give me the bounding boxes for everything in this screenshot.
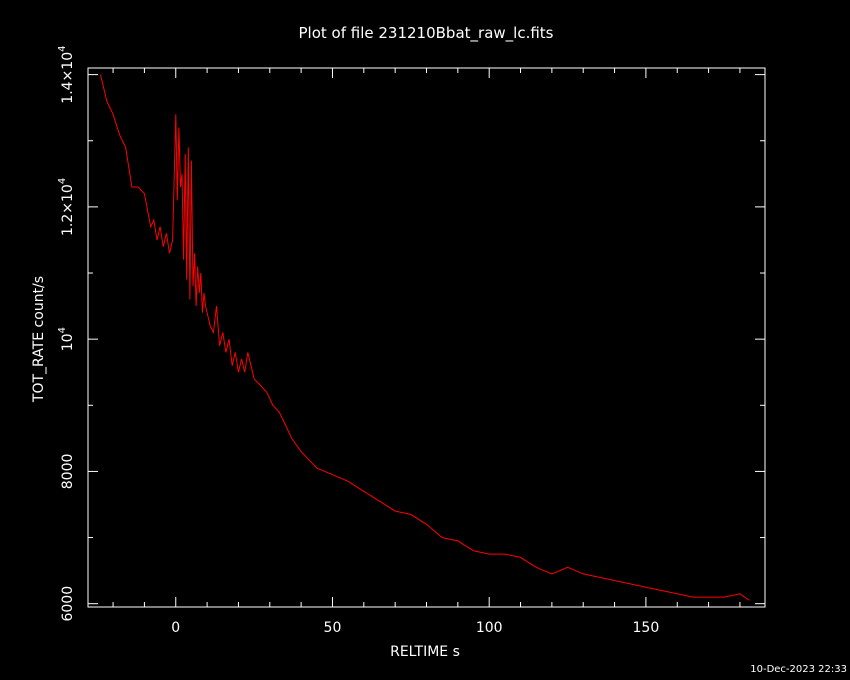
chart-title: Plot of file 231210Bbat_raw_lc.fits [299, 24, 554, 43]
y-tick-exponent: 4 [57, 46, 68, 52]
y-tick-base: 10 [60, 333, 76, 351]
y-tick-base: 1.4×10 [60, 52, 76, 104]
y-tick-label: 104 [57, 327, 76, 351]
y-tick-base: 8000 [60, 454, 76, 490]
y-tick-text: 6000 [60, 586, 76, 622]
y-tick-label: 6000 [60, 586, 76, 622]
x-tick-label: 50 [324, 620, 342, 636]
y-tick-base: 1.2×10 [60, 184, 76, 236]
x-tick-label: 100 [476, 620, 503, 636]
timestamp: 10-Dec-2023 22:33 [750, 664, 847, 675]
y-tick-text: 1.4×104 [57, 46, 76, 104]
x-tick-label: 0 [171, 620, 180, 636]
x-ticks: 0 50 100 150 [112, 68, 741, 636]
y-tick-text: 8000 [60, 454, 76, 490]
x-tick-label: 150 [633, 620, 660, 636]
x-axis-label: RELTIME s [390, 644, 460, 660]
y-tick-label: 1.2×104 [57, 178, 76, 236]
y-tick-base: 6000 [60, 586, 76, 622]
y-tick-label: 1.4×104 [57, 46, 76, 104]
series-line [100, 74, 750, 601]
y-tick-text: 104 [57, 327, 76, 351]
y-axis-label: TOT_RATE count/s [31, 276, 47, 403]
y-tick-text: 1.2×104 [57, 178, 76, 236]
y-tick-exponent: 4 [57, 327, 68, 333]
y-tick-label: 8000 [60, 454, 76, 490]
plot-frame [87, 67, 766, 608]
y-tick-exponent: 4 [57, 178, 68, 184]
